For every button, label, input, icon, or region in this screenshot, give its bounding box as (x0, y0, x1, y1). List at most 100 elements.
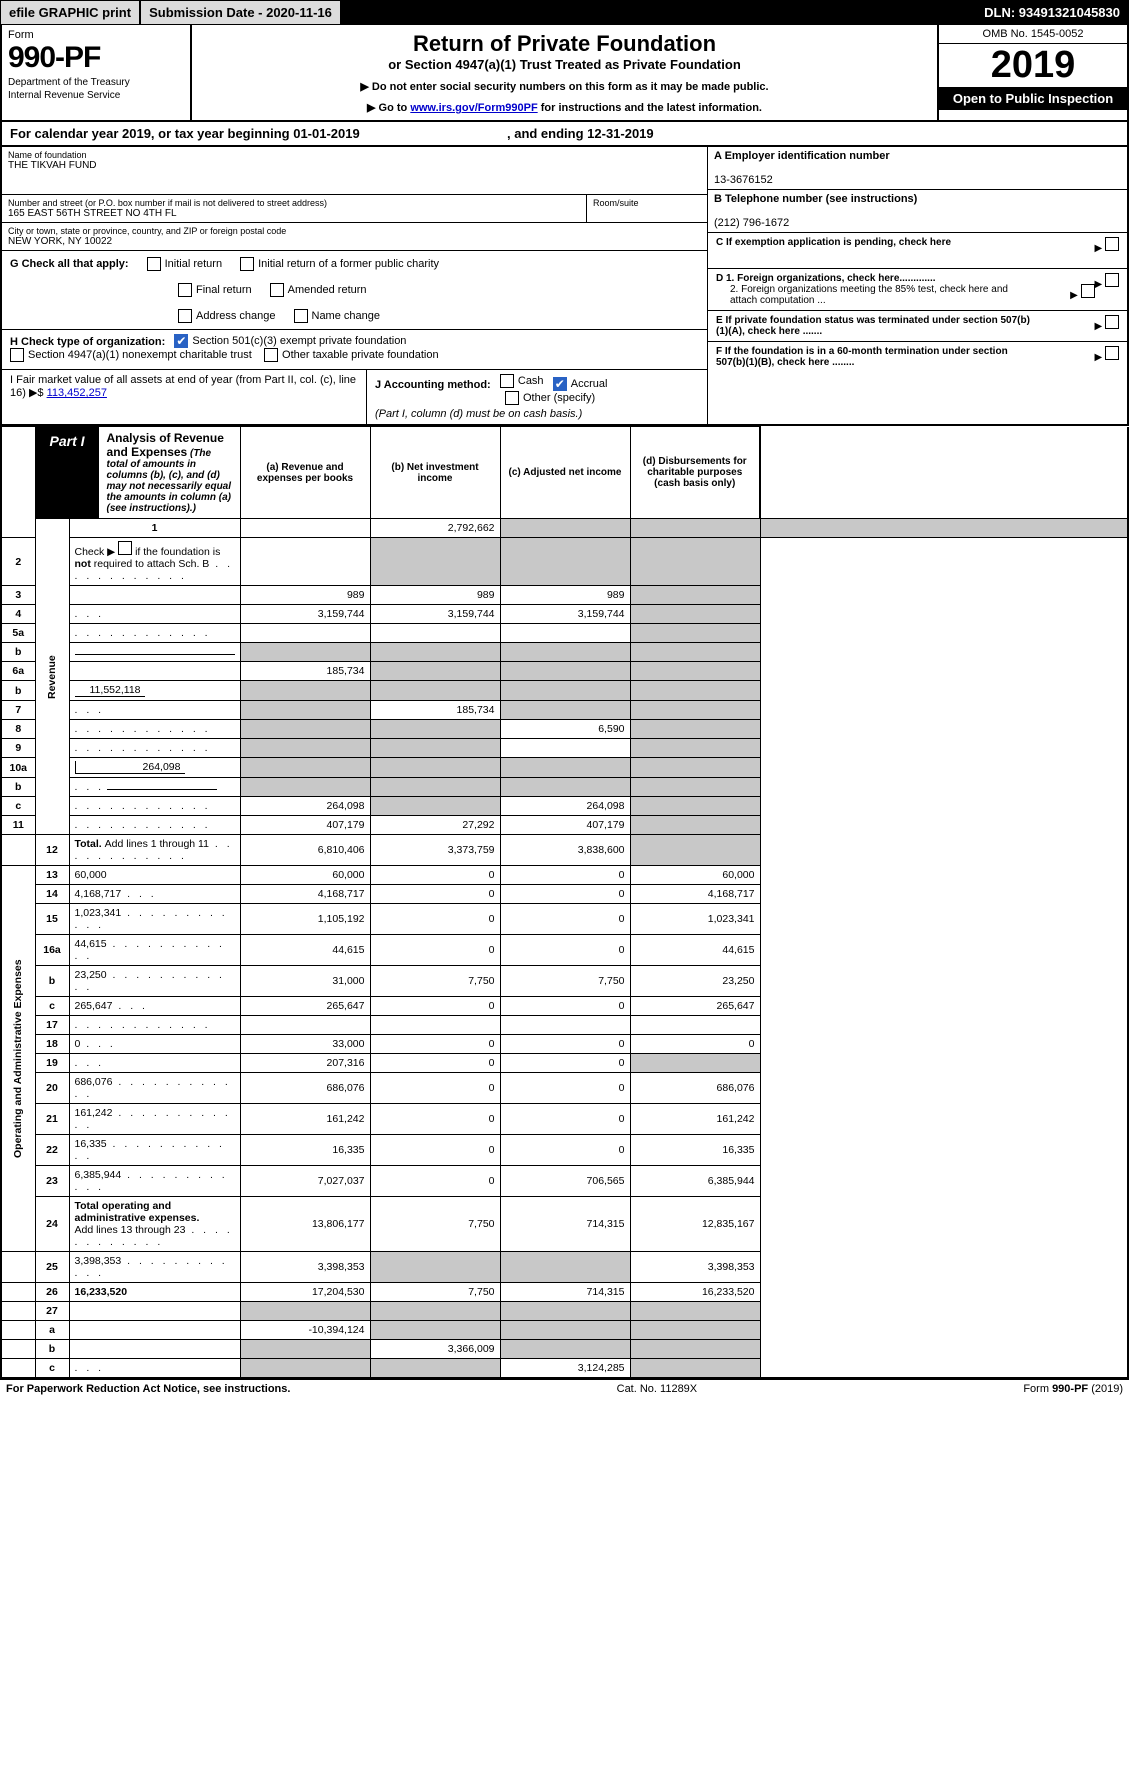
col-a-header: (a) Revenue and expenses per books (240, 427, 370, 519)
footer-left: For Paperwork Reduction Act Notice, see … (6, 1383, 290, 1395)
part1-label: Part I (36, 427, 99, 518)
form-note-1: ▶ Do not enter social security numbers o… (198, 80, 931, 93)
d2-label: 2. Foreign organizations meeting the 85%… (716, 284, 1016, 306)
city-label: City or town, state or province, country… (8, 226, 701, 236)
col-b-header: (b) Net investment income (370, 427, 500, 519)
section-j: J Accounting method: Cash ✔Accrual Other… (367, 370, 707, 424)
table-row: 27 (1, 1302, 1128, 1321)
form-title: Return of Private Foundation (198, 31, 931, 57)
table-row: 7185,734 (1, 701, 1128, 720)
section-g: G Check all that apply: Initial return I… (2, 251, 707, 330)
j-label: J Accounting method: (375, 379, 491, 391)
table-row: 6a185,734 (1, 662, 1128, 681)
table-row: 24Total operating and administrative exp… (1, 1197, 1128, 1252)
table-row: 11407,17927,292407,179 (1, 816, 1128, 835)
j-note: (Part I, column (d) must be on cash basi… (375, 408, 582, 420)
table-row: 253,398,3533,398,3533,398,353 (1, 1252, 1128, 1283)
chk-accrual[interactable]: ✔ (553, 377, 567, 391)
h-label: H Check type of organization: (10, 336, 165, 348)
chk-address-change[interactable] (178, 309, 192, 323)
table-row: 86,590 (1, 720, 1128, 739)
table-row: 144,168,7174,168,717004,168,717 (1, 885, 1128, 904)
chk-f[interactable] (1105, 346, 1119, 360)
street-address: 165 EAST 56TH STREET NO 4TH FL (8, 208, 580, 219)
table-row: b3,366,009 (1, 1340, 1128, 1359)
chk-name-change[interactable] (294, 309, 308, 323)
a-label: A Employer identification number (714, 150, 890, 162)
table-row: 2616,233,52017,204,5307,750714,31516,233… (1, 1283, 1128, 1302)
submission-date: Submission Date - 2020-11-16 (139, 1, 340, 24)
chk-e[interactable] (1105, 315, 1119, 329)
ein-value: 13-3676152 (714, 174, 773, 186)
table-row: c3,124,285 (1, 1359, 1128, 1379)
form-number: 990-PF (8, 41, 184, 75)
part1-desc: Analysis of Revenue and Expenses (The to… (99, 427, 240, 518)
chk-sch-b[interactable] (118, 541, 132, 555)
dept-treasury: Department of the Treasury (8, 77, 184, 88)
page-footer: For Paperwork Reduction Act Notice, see … (0, 1379, 1129, 1398)
d1-label: D 1. Foreign organizations, check here..… (716, 273, 936, 284)
chk-c[interactable] (1105, 237, 1119, 251)
room-label: Room/suite (593, 198, 701, 208)
chk-501c3[interactable]: ✔ (174, 334, 188, 348)
table-row: a-10,394,124 (1, 1321, 1128, 1340)
efile-label: efile GRAPHIC print (1, 1, 139, 24)
table-row: b23,25031,0007,7507,75023,250 (1, 966, 1128, 997)
name-label: Name of foundation (8, 150, 701, 160)
table-row: c264,098264,098 (1, 797, 1128, 816)
table-row: Revenue 12,792,662 (1, 519, 1128, 538)
chk-d1[interactable] (1105, 273, 1119, 287)
col-d-header: (d) Disbursements for charitable purpose… (630, 427, 760, 519)
chk-initial-return[interactable] (147, 257, 161, 271)
table-row: 17 (1, 1016, 1128, 1035)
table-row: 43,159,7443,159,7443,159,744 (1, 605, 1128, 624)
dln-label: DLN: 93491321045830 (976, 1, 1128, 24)
open-to-public: Open to Public Inspection (939, 87, 1127, 110)
form-subtitle: or Section 4947(a)(1) Trust Treated as P… (198, 57, 931, 72)
chk-4947a1[interactable] (10, 348, 24, 362)
calendar-year-row: For calendar year 2019, or tax year begi… (0, 122, 1129, 147)
addr-label: Number and street (or P.O. box number if… (8, 198, 580, 208)
expenses-side-label: Operating and Administrative Expenses (1, 866, 35, 1252)
omb-number: OMB No. 1545-0052 (939, 25, 1127, 44)
chk-d2[interactable] (1081, 284, 1095, 298)
chk-other-taxable[interactable] (264, 348, 278, 362)
col-c-header: (c) Adjusted net income (500, 427, 630, 519)
foundation-name: THE TIKVAH FUND (8, 160, 701, 171)
f-label: F If the foundation is in a 60-month ter… (716, 346, 1008, 368)
table-row: b (1, 643, 1128, 662)
chk-cash[interactable] (500, 374, 514, 388)
fmv-value: 113,452,257 (47, 387, 107, 399)
table-row: 21161,242161,24200161,242 (1, 1104, 1128, 1135)
table-row: 18033,000000 (1, 1035, 1128, 1054)
chk-final-return[interactable] (178, 283, 192, 297)
table-row: 19207,31600 (1, 1054, 1128, 1073)
table-row: 12Total. Add lines 1 through 116,810,406… (1, 835, 1128, 866)
form-header: Form 990-PF Department of the Treasury I… (0, 25, 1129, 122)
table-row: 3989989989 (1, 586, 1128, 605)
g-label: G Check all that apply: (10, 258, 129, 270)
footer-mid: Cat. No. 11289X (617, 1383, 698, 1395)
form-word: Form (8, 29, 184, 41)
b-label: B Telephone number (see instructions) (714, 193, 917, 205)
table-row: 10a 264,098 (1, 758, 1128, 778)
table-row: 20686,076686,07600686,076 (1, 1073, 1128, 1104)
table-row: 5a (1, 624, 1128, 643)
instructions-link[interactable]: www.irs.gov/Form990PF (410, 102, 537, 114)
chk-other-method[interactable] (505, 391, 519, 405)
table-row: b 11,552,118 (1, 681, 1128, 701)
entity-info: Name of foundation THE TIKVAH FUND Numbe… (0, 147, 1129, 426)
table-row: 2Check ▶ if the foundation is not requir… (1, 538, 1128, 586)
table-row: 9 (1, 739, 1128, 758)
table-row: 151,023,3411,105,192001,023,341 (1, 904, 1128, 935)
chk-initial-former[interactable] (240, 257, 254, 271)
e-label: E If private foundation status was termi… (716, 315, 1030, 337)
tax-year: 2019 (939, 44, 1127, 87)
revenue-side-label: Revenue (35, 519, 69, 835)
part1-table: Part I Analysis of Revenue and Expenses … (0, 426, 1129, 1379)
chk-amended-return[interactable] (270, 283, 284, 297)
section-h: H Check type of organization: ✔Section 5… (2, 330, 707, 370)
dept-irs: Internal Revenue Service (8, 90, 184, 101)
table-row: b (1, 778, 1128, 797)
table-row: 16a44,61544,6150044,615 (1, 935, 1128, 966)
